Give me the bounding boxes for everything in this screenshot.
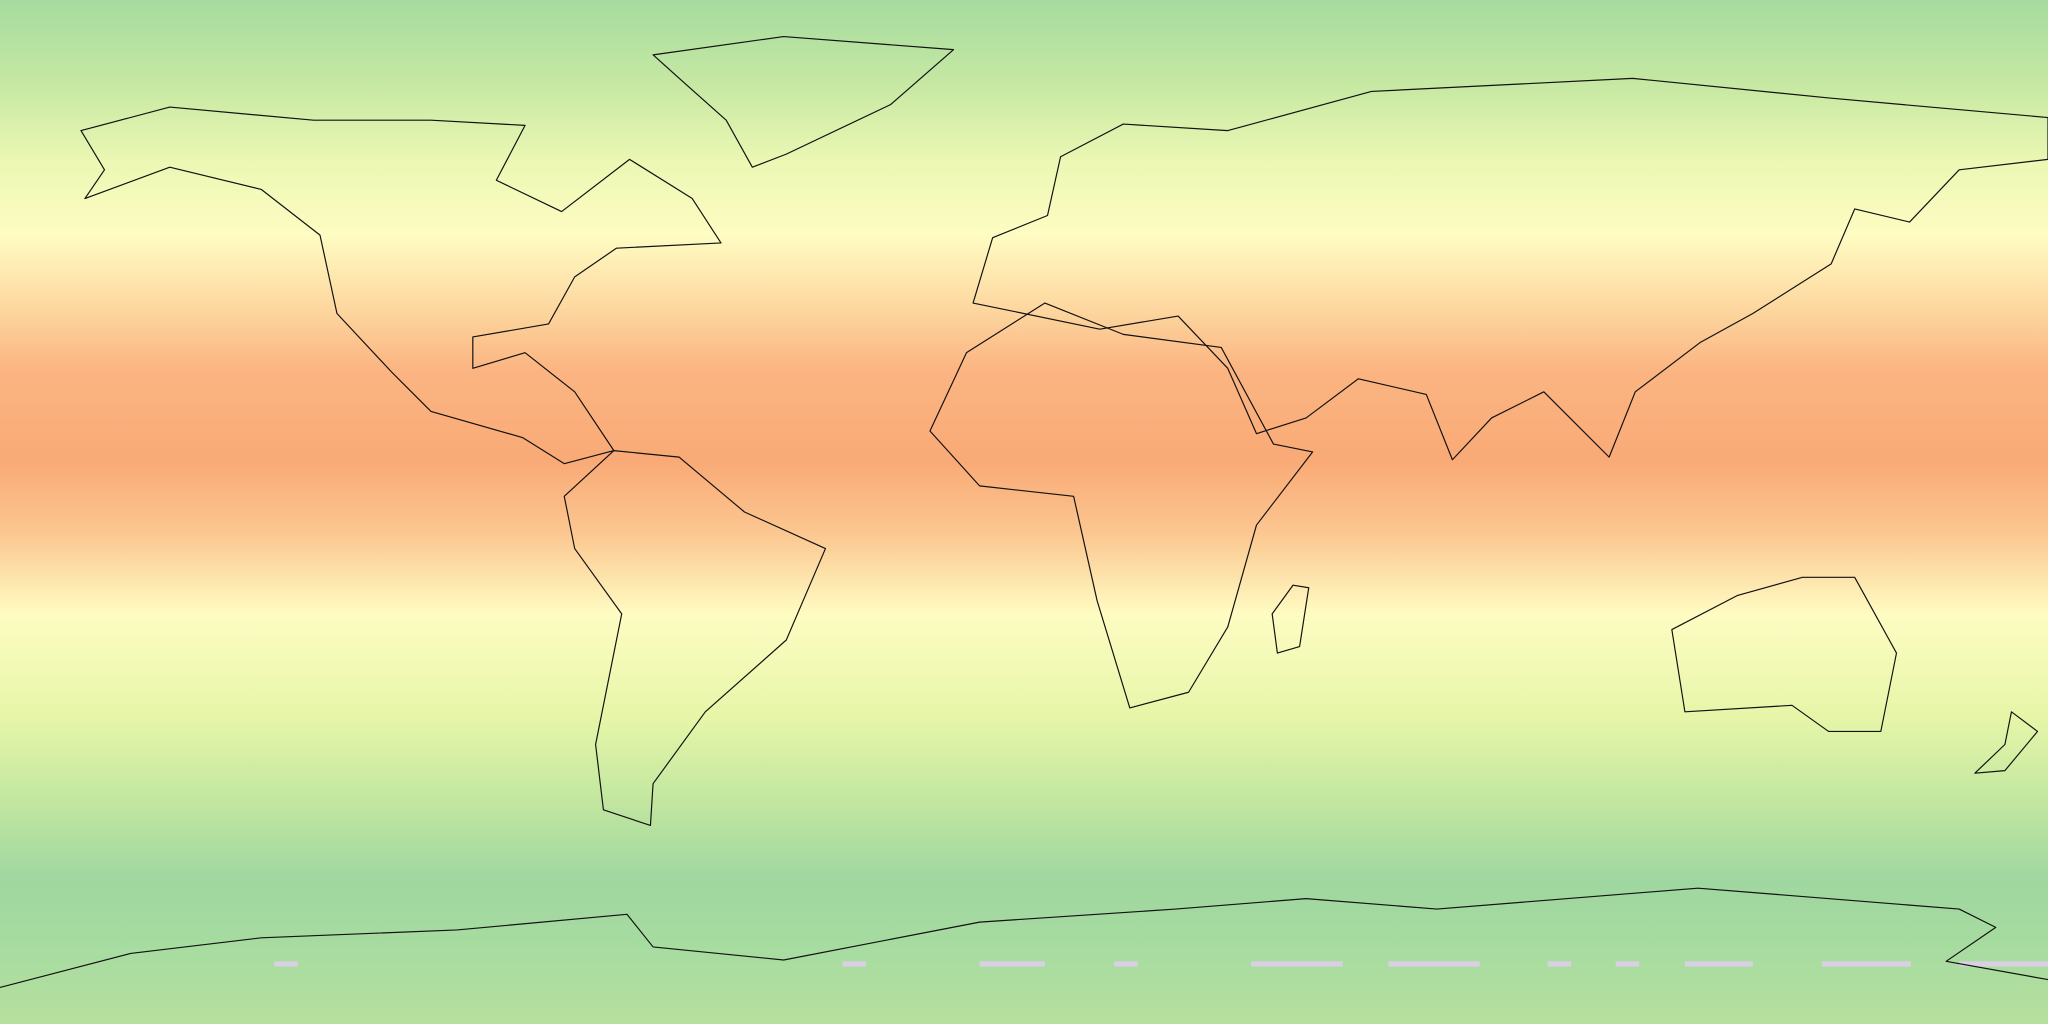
australia-coast [1671, 576, 1898, 733]
greenland-coast [652, 35, 955, 168]
coastlines [0, 35, 2048, 988]
antarctica-coast [0, 887, 2048, 988]
south-america-coast [563, 450, 827, 827]
missing-data-strip [274, 961, 2048, 967]
new-zealand-coast [1974, 711, 2039, 774]
madagascar-coast [1271, 584, 1310, 654]
north-america-coast [80, 106, 722, 465]
eurasia-coast [972, 77, 2048, 461]
africa-coast [929, 302, 1314, 709]
